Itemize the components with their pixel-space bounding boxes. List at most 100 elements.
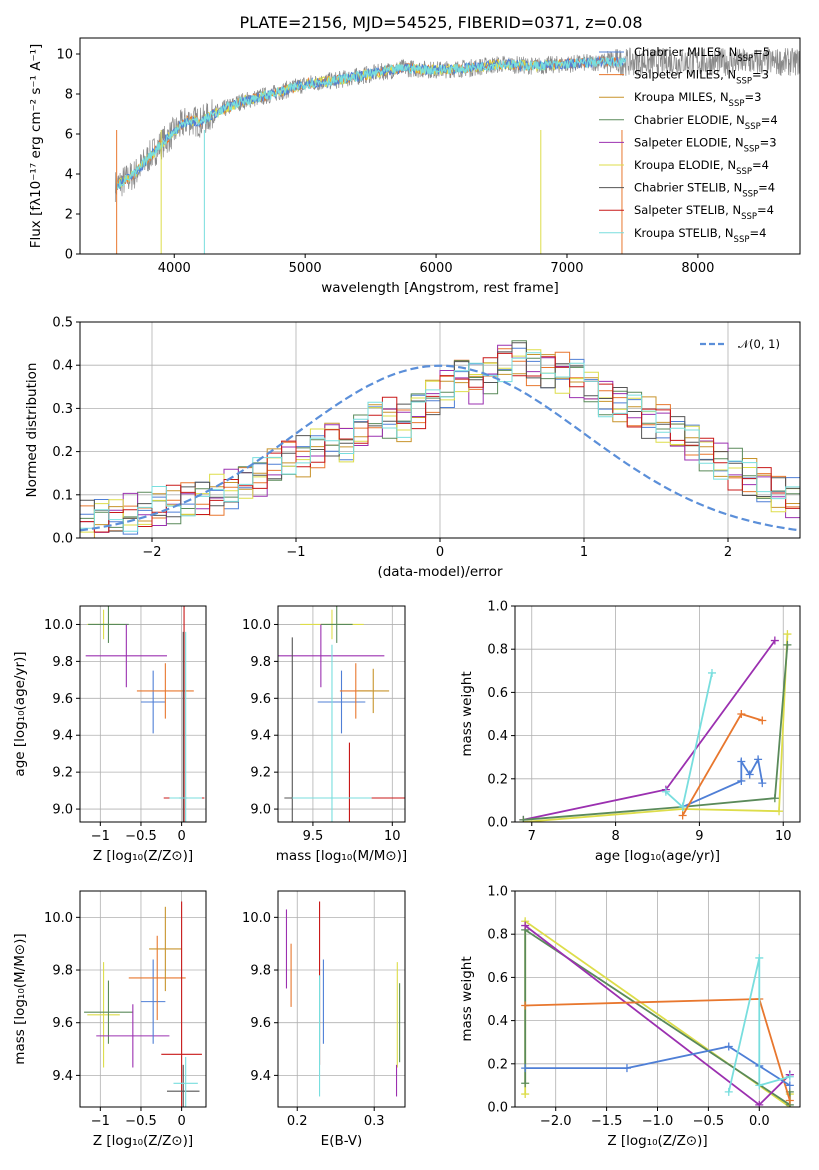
y-tick-label: 10.0	[44, 911, 73, 926]
plus-marker	[661, 787, 670, 796]
y-tick-label: 9.2	[52, 766, 73, 781]
mass-weight-vs-Z-axes: −2.0 −1.5 −1.0 −0.5 0.0 0.0 0.2 0.4 0.6 0.8 1.0 Z […	[459, 885, 801, 1149]
mass-vs-E(B-V)-axes: 0.2 0.3 9.4 9.6 9.8 10.0 E(B-V)	[242, 890, 406, 1149]
plot-area	[521, 917, 794, 1107]
plus-marker	[707, 668, 716, 677]
x-tick-label: 2	[724, 545, 732, 560]
x-tick-label: 0.0	[749, 1114, 770, 1129]
axes-frame	[277, 605, 406, 823]
x-axis-label: (data-model)/error	[377, 564, 503, 580]
plus-marker	[770, 636, 779, 645]
plus-marker	[785, 1072, 794, 1081]
plus-marker	[758, 716, 767, 725]
y-tick-label: 0.0	[487, 816, 508, 831]
x-tick-label: 0	[436, 545, 444, 560]
plus-marker	[745, 770, 754, 779]
x-tick-label: −0.5	[125, 829, 157, 844]
y-tick-label: 0.3	[52, 402, 73, 417]
axes-frame	[79, 605, 207, 823]
plot-area	[84, 901, 202, 1107]
y-tick-label: 9.4	[52, 729, 73, 744]
legend-label: Salpeter ELODIE, NSSP=3	[634, 135, 777, 154]
y-tick-label: 1.0	[487, 885, 508, 900]
y-tick-label: 9.0	[250, 803, 271, 818]
age-vs-Z-axes: −1 −0.5 0 9.0 9.2 9.4 9.6 9.8 10.0 Z [log₁₀(Z/Z⊙)…	[12, 605, 207, 864]
mass-weight-vs-age-axes: 7 8 9 10 0.0 0.2 0.4 0.6 0.8 1.0 age [log₁₀(age/yr…	[459, 600, 801, 864]
y-axis-label: mass weight	[459, 671, 475, 756]
y-tick-label: 0.6	[487, 971, 508, 986]
legend-label: Kroupa STELIB, NSSP=4	[634, 226, 766, 245]
histogram-step	[80, 344, 800, 533]
spectrum-axes: 4000 5000 6000 7000 8000 0 2 4 6 8 10 wavelength [A…	[28, 37, 801, 296]
legend-label: 𝒩(0, 1)	[738, 337, 780, 351]
plot-area	[285, 901, 401, 1097]
y-tick-label: 0	[65, 248, 73, 263]
x-tick-label: −0.5	[693, 1114, 725, 1129]
y-tick-label: 2	[65, 208, 73, 223]
histogram-step	[80, 340, 800, 528]
plot-area	[278, 606, 405, 822]
plus-marker	[785, 1081, 794, 1090]
model-spectrum-line	[116, 55, 627, 190]
y-axis-label: Flux [fλ10⁻¹⁷ erg cm⁻² s⁻¹ A⁻¹]	[28, 44, 44, 249]
legend-label: Salpeter MILES, NSSP=3	[634, 68, 769, 87]
plus-marker	[737, 710, 746, 718]
y-tick-label: 9.6	[52, 1016, 73, 1031]
x-tick-label: −2	[142, 545, 161, 560]
x-axis-label: Z [log₁₀(Z/Z⊙)]	[93, 1133, 193, 1149]
y-axis-label: age [log₁₀(age/yr)]	[12, 651, 28, 776]
histogram-step	[80, 349, 800, 533]
y-tick-label: 10.0	[242, 618, 271, 633]
y-tick-label: 0.4	[487, 729, 508, 744]
model-spectrum-line	[116, 56, 627, 190]
plus-marker	[737, 757, 746, 766]
plus-marker	[521, 1090, 530, 1099]
y-tick-label: 9.4	[52, 1069, 73, 1084]
legend-label: Kroupa MILES, NSSP=3	[634, 90, 761, 109]
y-tick-label: 4	[65, 168, 73, 183]
mass-vs-Z-axes: −1 −0.5 0 9.4 9.6 9.8 10.0 Z [log₁₀(Z/Z⊙)] mass …	[12, 890, 207, 1149]
x-axis-label: Z [log₁₀(Z/Z⊙)]	[93, 848, 193, 864]
y-tick-label: 10	[56, 48, 73, 63]
axes-frame	[79, 37, 801, 255]
x-tick-label: 6000	[420, 261, 453, 276]
x-axis-label: wavelength [Angstrom, rest frame]	[321, 280, 559, 296]
plus-marker	[783, 640, 792, 649]
plus-marker	[678, 802, 687, 811]
plot-area	[519, 630, 792, 822]
plus-marker	[519, 815, 528, 822]
y-tick-label: 9.6	[52, 692, 73, 707]
y-tick-label: 0.1	[52, 488, 73, 503]
x-tick-label: 0.2	[287, 1114, 308, 1129]
y-tick-label: 9.2	[250, 766, 271, 781]
x-tick-label: 0	[177, 829, 185, 844]
plus-marker	[755, 953, 764, 962]
histogram-step	[80, 352, 800, 533]
plus-marker	[521, 921, 530, 930]
x-tick-label: −2.0	[540, 1114, 572, 1129]
y-axis-label: Normed distribution	[24, 363, 40, 498]
axes-frame	[277, 890, 406, 1108]
histogram-step	[80, 342, 800, 532]
y-tick-label: 0.2	[487, 772, 508, 787]
mass-weight-line	[727, 957, 791, 1093]
x-tick-label: 5000	[289, 261, 322, 276]
axes-frame	[79, 321, 801, 539]
plus-marker	[775, 807, 784, 816]
x-tick-label: 9	[695, 829, 703, 844]
y-tick-label: 0.5	[52, 316, 73, 331]
histogram-step	[80, 354, 800, 538]
y-tick-label: 9.8	[250, 655, 271, 670]
normal-curve	[80, 364, 800, 532]
x-tick-label: 7	[528, 829, 536, 844]
plus-marker	[770, 794, 779, 803]
x-tick-label: 1	[580, 545, 588, 560]
y-tick-label: 0.4	[487, 1014, 508, 1029]
axes-frame	[79, 890, 207, 1108]
plus-marker	[622, 1064, 631, 1073]
x-tick-label: 8	[611, 829, 619, 844]
plus-marker	[678, 811, 687, 820]
y-tick-label: 9.8	[52, 655, 73, 670]
y-tick-label: 8	[65, 88, 73, 103]
